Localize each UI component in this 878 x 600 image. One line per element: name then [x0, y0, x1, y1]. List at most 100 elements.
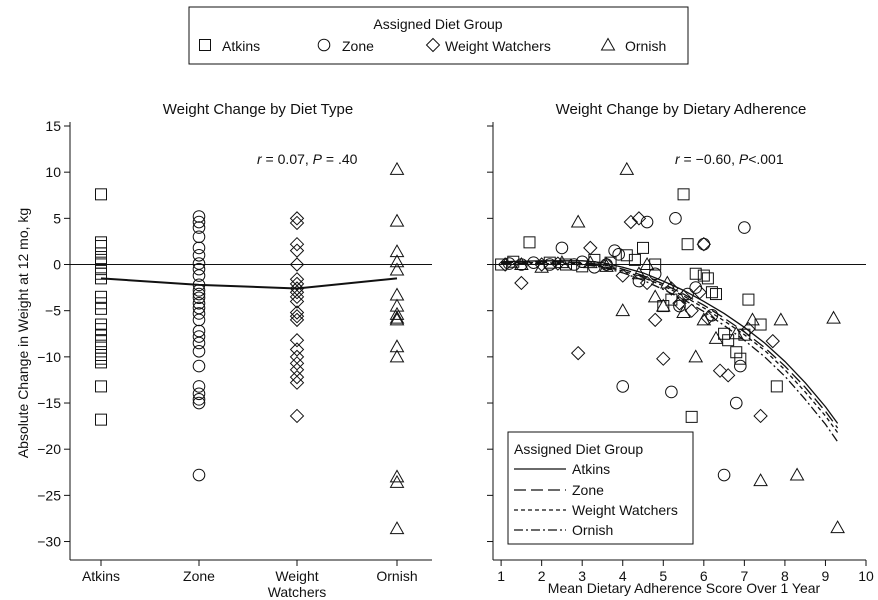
data-point-diamond	[696, 236, 712, 252]
top-legend: Assigned Diet Group Atkins Zone Weight W…	[188, 6, 689, 65]
data-point-triangle	[389, 310, 405, 324]
x-tick-label: 4	[619, 568, 627, 584]
chart-diet-type-marks	[95, 161, 405, 535]
x-tick-label: Ornish	[376, 568, 417, 584]
data-point-circle	[612, 248, 625, 261]
data-point-diamond	[647, 312, 663, 328]
data-point-triangle	[389, 161, 405, 175]
data-point-circle	[192, 396, 206, 410]
chart-adherence-legend-label-atkins: Atkins	[572, 461, 610, 477]
data-point-square	[95, 356, 107, 369]
mean-change-line	[100, 277, 398, 290]
data-point-diamond	[289, 285, 305, 300]
data-point-diamond	[289, 294, 305, 309]
data-point-diamond	[289, 333, 305, 348]
data-point-square	[722, 334, 735, 347]
chart-adherence-p-value: <.001	[748, 151, 784, 167]
top-legend-label-weight-watchers: Weight Watchers	[445, 38, 551, 54]
data-point-diamond	[765, 333, 780, 349]
x-tick-label: Weight Watchers	[268, 568, 327, 600]
data-point-triangle	[619, 161, 635, 175]
data-point-triangle	[655, 298, 671, 312]
top-legend-item-weight-watchers: Weight Watchers	[425, 37, 551, 54]
data-point-circle	[192, 269, 206, 282]
data-point-square	[95, 341, 107, 354]
chart-adherence-legend: Assigned Diet Group Atkins Zone Weight W…	[507, 431, 694, 545]
data-point-diamond	[623, 214, 639, 230]
data-point-triangle	[753, 473, 768, 487]
data-point-diamond	[753, 408, 768, 424]
data-point-circle	[192, 387, 206, 401]
data-point-diamond	[289, 272, 305, 287]
data-point-triangle	[389, 312, 405, 326]
chart-adherence: Weight Change by Dietary Adherence Mean …	[487, 101, 874, 596]
data-point-square	[95, 328, 107, 341]
data-point-square	[495, 258, 508, 271]
top-legend-title: Assigned Diet Group	[373, 16, 502, 32]
data-point-circle	[192, 230, 206, 244]
data-point-circle	[192, 345, 206, 358]
data-point-triangle	[389, 244, 405, 258]
x-tick-label: 8	[781, 568, 789, 584]
chart-adherence-legend-label-ornish: Ornish	[572, 522, 613, 538]
data-point-diamond	[712, 363, 728, 378]
data-point-diamond	[289, 305, 305, 320]
data-point-circle	[192, 336, 206, 350]
data-point-diamond	[720, 368, 736, 383]
x-tick-label: Atkins	[82, 568, 120, 584]
y-tick-label: −5	[45, 303, 61, 319]
data-point-square	[685, 410, 698, 423]
data-point-circle	[648, 267, 662, 281]
data-point-triangle	[708, 330, 724, 344]
data-point-triangle	[389, 287, 405, 301]
data-point-triangle	[389, 469, 405, 483]
y-tick-label: −20	[37, 441, 61, 457]
chart-diet-type-p-value: .40	[338, 151, 358, 167]
top-legend-label-ornish: Ornish	[625, 38, 666, 54]
data-point-diamond	[615, 268, 630, 283]
data-point-circle	[192, 330, 206, 343]
data-point-square	[95, 335, 107, 348]
data-point-diamond	[514, 275, 529, 291]
data-point-circle	[192, 241, 206, 255]
data-point-square	[95, 267, 107, 280]
top-legend-item-ornish: Ornish	[600, 37, 666, 54]
data-point-square	[95, 318, 107, 331]
data-point-circle	[717, 468, 731, 482]
data-point-circle	[689, 281, 703, 294]
data-point-circle	[673, 299, 686, 313]
fit-line-ornish	[501, 262, 839, 443]
legend-marker-diamond-icon	[425, 37, 441, 53]
data-point-circle	[192, 262, 206, 276]
data-point-triangle	[696, 312, 712, 326]
data-point-circle	[192, 393, 206, 406]
data-point-square	[95, 352, 107, 365]
data-point-circle	[616, 380, 630, 393]
x-tick-label: 7	[740, 568, 748, 584]
data-point-square	[95, 380, 107, 393]
data-point-circle	[192, 380, 206, 393]
data-point-square	[523, 236, 536, 249]
data-point-diamond	[289, 236, 305, 252]
data-point-square	[649, 258, 662, 271]
data-point-diamond	[289, 243, 305, 258]
x-tick-label: 2	[538, 568, 546, 584]
data-point-diamond	[289, 375, 305, 390]
data-point-circle	[192, 296, 206, 310]
y-tick-label: −15	[37, 395, 61, 411]
data-point-circle	[192, 221, 206, 234]
data-point-triangle	[826, 310, 841, 324]
data-point-square	[770, 380, 783, 393]
y-tick-label: −10	[37, 349, 61, 365]
x-tick-label: 5	[659, 568, 667, 584]
chart-adherence-marks	[495, 161, 845, 534]
data-point-circle	[192, 210, 206, 223]
top-legend-label-zone: Zone	[342, 38, 374, 54]
chart-diet-type-mean-line	[100, 277, 398, 290]
chart-adherence-annotation: r = −0.60, P<.001	[675, 151, 784, 167]
data-point-triangle	[639, 256, 655, 271]
chart-diet-type-r-value: 0.07	[278, 151, 305, 167]
data-point-circle	[192, 313, 206, 327]
data-point-circle	[192, 307, 206, 320]
data-point-square	[628, 253, 641, 266]
